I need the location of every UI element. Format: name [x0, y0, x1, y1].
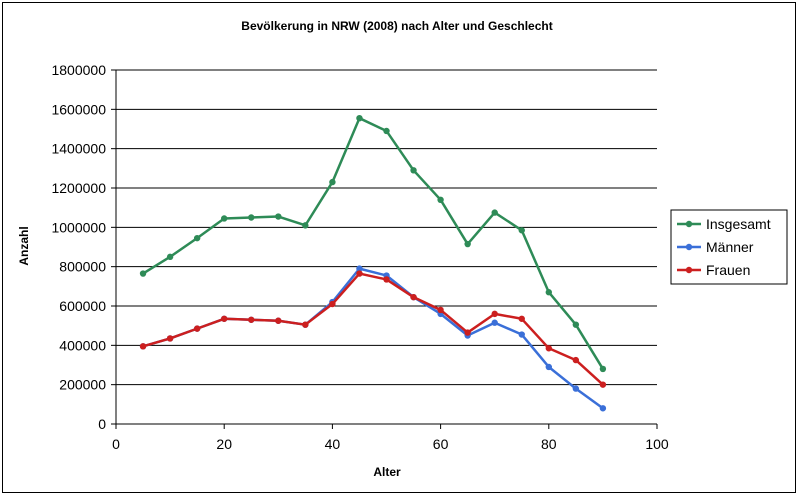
data-point-2-15: [545, 345, 552, 352]
data-point-2-8: [356, 270, 363, 277]
data-point-0-14: [518, 227, 525, 234]
y-tick-label-1: 200000: [59, 377, 106, 393]
data-point-0-9: [383, 127, 390, 135]
y-tick-label-9: 1800000: [51, 62, 106, 78]
y-tick-label-7: 1400000: [51, 141, 106, 157]
x-tick-label-2: 40: [325, 436, 341, 452]
data-point-0-15: [545, 289, 552, 296]
x-tick-label-4: 80: [541, 436, 557, 452]
data-point-0-4: [248, 214, 255, 221]
y-tick-label-4: 800000: [59, 259, 106, 275]
data-point-1-14: [518, 331, 525, 338]
legend: Insgesamt Männer Frauen: [670, 209, 788, 285]
data-point-2-17: [599, 381, 607, 388]
data-point-2-9: [383, 276, 390, 283]
data-point-2-16: [572, 356, 580, 364]
data-point-2-5: [275, 317, 282, 324]
data-point-1-17: [599, 405, 607, 412]
data-point-2-6: [302, 321, 309, 328]
series-2: [139, 270, 607, 388]
legend-label-2: Frauen: [706, 262, 750, 278]
x-tick-label-5: 100: [645, 436, 669, 452]
data-point-2-7: [329, 300, 336, 308]
data-point-0-8: [356, 114, 363, 122]
data-point-0-17: [599, 365, 607, 373]
data-point-2-2: [193, 325, 201, 332]
data-point-2-1: [166, 335, 174, 342]
series-line-2: [142, 272, 604, 386]
series-group: [139, 114, 607, 412]
legend-swatch-marker-2: [685, 266, 693, 274]
gridlines: [116, 69, 657, 386]
data-point-0-3: [221, 215, 228, 222]
y-tick-label-0: 0: [98, 416, 106, 432]
data-point-2-10: [410, 293, 417, 301]
legend-label-1: Männer: [706, 239, 754, 255]
data-point-0-11: [437, 196, 444, 203]
y-tick-label-2: 400000: [59, 337, 106, 353]
y-tick-label-8: 1600000: [51, 101, 106, 117]
data-point-0-12: [464, 240, 471, 248]
data-point-1-8: [356, 265, 363, 272]
x-axis-label: Alter: [373, 465, 401, 479]
series-0: [139, 114, 607, 373]
data-point-1-15: [545, 363, 552, 371]
x-tick-label-3: 60: [433, 436, 449, 452]
data-point-1-16: [572, 385, 580, 392]
series-1: [139, 265, 607, 412]
data-point-0-13: [491, 209, 498, 216]
y-tick-label-3: 600000: [59, 298, 106, 314]
data-point-0-5: [275, 213, 282, 220]
data-point-0-1: [166, 253, 174, 261]
tick-labels: 0 200000 400000 600000 800000 1000000 1200000 1…: [51, 62, 668, 452]
data-point-2-11: [437, 306, 444, 314]
data-point-2-13: [491, 310, 498, 318]
data-point-2-4: [248, 316, 255, 323]
series-line-0: [142, 116, 604, 370]
y-tick-label-6: 1200000: [51, 180, 106, 196]
data-point-0-7: [329, 178, 336, 186]
y-axis-label: Anzahl: [17, 226, 31, 265]
y-tick-label-5: 1000000: [51, 219, 106, 235]
data-point-2-3: [221, 315, 228, 322]
chart-title: Bevölkerung in NRW (2008) nach Alter und…: [241, 19, 552, 33]
legend-swatch-marker-0: [685, 220, 693, 228]
series-line-1: [142, 267, 604, 410]
data-point-0-6: [302, 222, 309, 229]
data-point-1-13: [491, 319, 498, 326]
data-point-2-12: [464, 329, 471, 336]
data-point-0-0: [139, 270, 147, 277]
x-tick-label-0: 0: [112, 436, 120, 452]
data-point-2-0: [139, 343, 147, 350]
legend-label-0: Insgesamt: [706, 216, 771, 232]
axes: [111, 69, 658, 429]
x-tick-label-1: 20: [216, 436, 232, 452]
data-point-0-10: [410, 167, 417, 174]
data-point-2-14: [518, 315, 525, 322]
legend-swatch-marker-1: [685, 243, 693, 251]
data-point-0-16: [572, 321, 580, 328]
data-point-0-2: [193, 234, 201, 242]
